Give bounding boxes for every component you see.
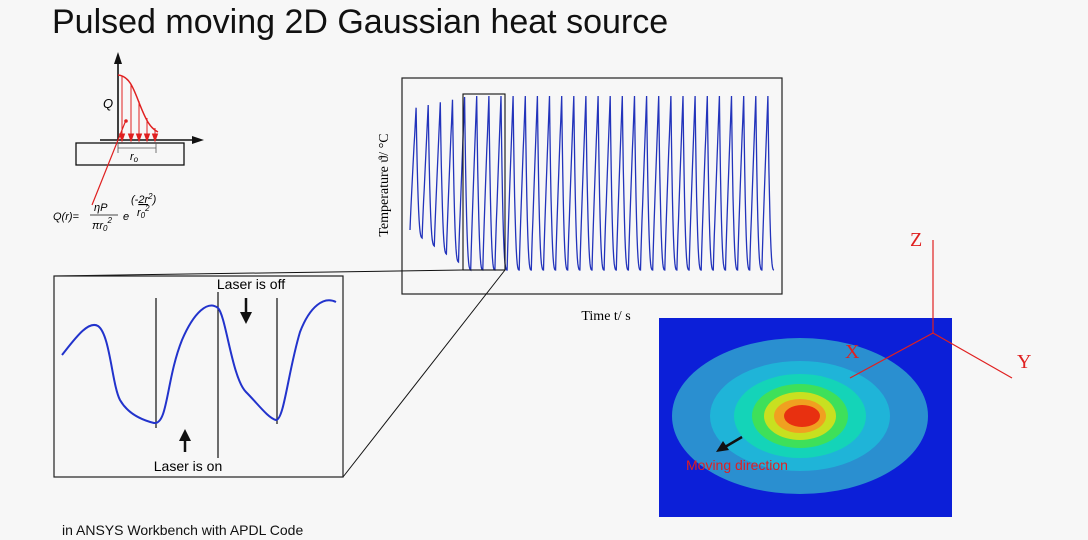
x-axis-label: X <box>845 341 860 363</box>
plot-y-label: Temperature ϑ/ °C <box>377 133 392 236</box>
moving-direction-label: Moving direction <box>686 457 788 473</box>
z-axis-label: Z <box>910 229 922 251</box>
workpiece-block <box>75 142 185 166</box>
zoomed-temperature-curve <box>61 299 337 424</box>
zoom-panel: Laser is off Laser is on <box>53 275 344 478</box>
sketch-q-axis-arrowhead <box>114 52 122 64</box>
laser-off-arrow <box>240 298 252 324</box>
coordinate-axes <box>849 240 1013 379</box>
sketch-r-axis-arrowhead <box>192 136 204 144</box>
svg-text:r02: r02 <box>137 204 150 220</box>
laser-off-label: Laser is off <box>217 276 285 292</box>
zoom-selection-box <box>462 93 506 271</box>
plot-x-label: Time t/ s <box>581 309 630 324</box>
heat-source-sketch: Q ro Q(r)= ηP πr02 e (-2r2) r02 <box>53 52 204 233</box>
gaussian-profile <box>117 74 159 133</box>
x-axis-line <box>849 332 934 379</box>
gaussian-formula: Q(r)= ηP πr02 e (-2r2) r02 <box>53 192 157 233</box>
zoom-connector-top <box>53 269 464 277</box>
zoom-connector-bottom <box>342 269 506 478</box>
contour-ring-hotspot <box>784 405 820 427</box>
zoom-panel-frame <box>53 275 344 478</box>
sketch-q-label: Q <box>103 96 113 111</box>
y-axis-label: Y <box>1017 351 1031 373</box>
formula-pointer-line <box>91 119 127 206</box>
svg-text:e: e <box>123 211 129 223</box>
contour-view: Moving direction <box>659 318 952 517</box>
svg-text:Q(r)=: Q(r)= <box>53 211 80 223</box>
heat-flux-arrows <box>118 76 159 143</box>
temperature-plot: Temperature ϑ/ °C Time t/ s <box>377 77 783 324</box>
svg-text:πr02: πr02 <box>92 216 113 233</box>
footer-caption: in ANSYS Workbench with APDL Code <box>62 522 304 538</box>
temperature-curve <box>409 95 775 272</box>
laser-on-arrow <box>179 429 191 452</box>
page-title: Pulsed moving 2D Gaussian heat source <box>52 3 669 41</box>
svg-text:(-2r2): (-2r2) <box>131 192 157 206</box>
moving-direction-arrow <box>716 435 743 452</box>
plot-frame <box>401 77 783 295</box>
radius-label: ro <box>130 151 139 164</box>
y-axis-line <box>932 332 1013 379</box>
laser-on-label: Laser is on <box>154 458 222 474</box>
svg-text:ηP: ηP <box>94 202 108 214</box>
